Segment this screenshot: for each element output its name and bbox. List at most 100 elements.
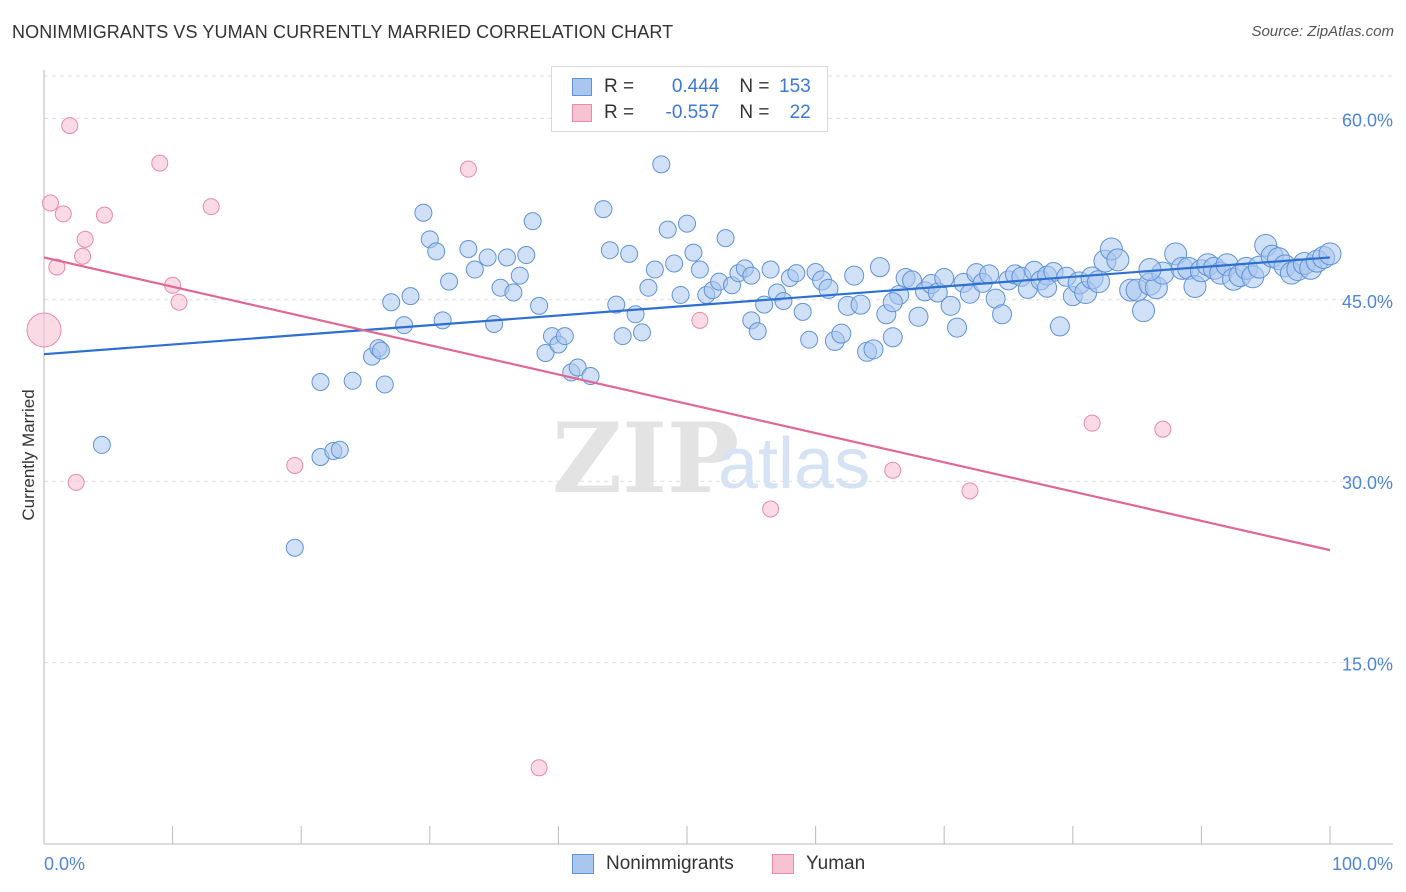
trend-lines [43, 256, 1331, 552]
data-point [639, 278, 658, 297]
data-point [286, 456, 304, 474]
data-point [61, 117, 79, 135]
data-point [908, 306, 929, 327]
watermark: ZIP atlas [552, 402, 870, 515]
data-point [504, 283, 523, 302]
data-point [311, 373, 330, 392]
data-point [76, 230, 94, 248]
data-point [285, 538, 304, 557]
trend-line-yuman [43, 256, 1331, 552]
legend-r-label: R = [604, 102, 640, 123]
data-point [658, 220, 677, 239]
data-point [330, 440, 349, 459]
data-point [1106, 248, 1130, 272]
data-point [690, 260, 709, 279]
pink-swatch-icon [772, 854, 794, 874]
data-point [401, 287, 420, 306]
data-point [92, 435, 111, 454]
data-point [850, 294, 871, 315]
blue-swatch-icon [572, 78, 592, 96]
data-point [652, 155, 671, 174]
blue-swatch-icon [572, 854, 594, 874]
pink-swatch-icon [572, 104, 592, 122]
watermark-atlas: atlas [718, 424, 870, 504]
data-point [1083, 414, 1101, 432]
data-point [774, 291, 793, 310]
data-point [555, 327, 574, 346]
source-note: Source: ZipAtlas.com [1251, 23, 1394, 40]
data-point [645, 260, 664, 279]
data-point [536, 343, 555, 362]
data-point [485, 314, 504, 333]
data-point [882, 327, 903, 348]
data-point [961, 482, 979, 500]
data-point [934, 268, 955, 289]
y-tick-label: 45.0% [1342, 292, 1393, 312]
data-point [678, 214, 696, 233]
data-point [793, 302, 812, 321]
data-point [762, 500, 780, 518]
x-tick-label: 100.0% [1332, 854, 1393, 874]
data-point [523, 212, 542, 231]
legend-n-label: N = [739, 76, 775, 97]
data-point [613, 327, 632, 346]
bottom-legend-nonimmigrants: Nonimmigrants [572, 852, 734, 876]
series-yuman [26, 117, 1172, 777]
data-point [844, 265, 865, 286]
data-point [465, 260, 484, 279]
data-point [787, 264, 806, 283]
data-point [375, 375, 394, 394]
legend-r-value: 0.444 [671, 76, 720, 97]
data-point [665, 254, 684, 273]
legend-r-label: R = [604, 76, 640, 97]
data-point [600, 241, 619, 260]
y-axis-label: Currently Married [19, 389, 38, 520]
data-point [67, 473, 85, 491]
data-point [568, 358, 587, 377]
data-point [748, 322, 767, 341]
data-point [517, 246, 536, 265]
legend-n-label: N = [739, 102, 775, 123]
data-point [382, 293, 401, 312]
legend-n-value: 22 [789, 102, 811, 123]
y-tick-label: 30.0% [1342, 473, 1393, 493]
data-point [371, 341, 390, 360]
data-point [170, 293, 188, 311]
data-point [742, 266, 761, 285]
data-point [940, 295, 961, 316]
legend-r-value: -0.557 [665, 102, 720, 123]
data-point [671, 285, 690, 304]
tick-labels: 15.0% 30.0% 45.0% 60.0% 0.0% 100.0% [44, 110, 1393, 874]
data-point [478, 248, 497, 267]
data-point [343, 371, 362, 390]
x-tick-label: 0.0% [44, 854, 85, 874]
data-point [1318, 242, 1342, 266]
data-point [48, 258, 66, 276]
data-point [979, 264, 1000, 285]
data-point [427, 242, 446, 261]
data-point [1132, 299, 1156, 323]
grid-lines [44, 75, 1393, 664]
data-point [761, 260, 780, 279]
watermark-zip: ZIP [552, 402, 739, 515]
data-point [691, 311, 709, 329]
data-point [433, 311, 452, 330]
data-point [882, 292, 903, 313]
data-point [530, 296, 549, 315]
data-point [440, 272, 459, 291]
data-point [95, 206, 113, 224]
data-point [202, 198, 220, 216]
chart-title: NONIMMIGRANTS VS YUMAN CURRENTLY MARRIED… [12, 22, 674, 42]
series-nonimmigrants [92, 155, 1342, 557]
data-point [1154, 420, 1172, 438]
legend-row-yuman: R = -0.557 N = 22 [572, 101, 811, 125]
bottom-legend-label: Yuman [806, 853, 866, 874]
legend-n-value: 153 [779, 76, 811, 97]
data-point [510, 266, 529, 285]
legend-row-nonimmigrants: R = 0.444 N = 153 [572, 75, 811, 99]
data-point [395, 316, 414, 335]
data-point [1049, 316, 1070, 337]
data-point [716, 229, 735, 248]
data-point [818, 278, 839, 299]
data-point [151, 154, 169, 172]
